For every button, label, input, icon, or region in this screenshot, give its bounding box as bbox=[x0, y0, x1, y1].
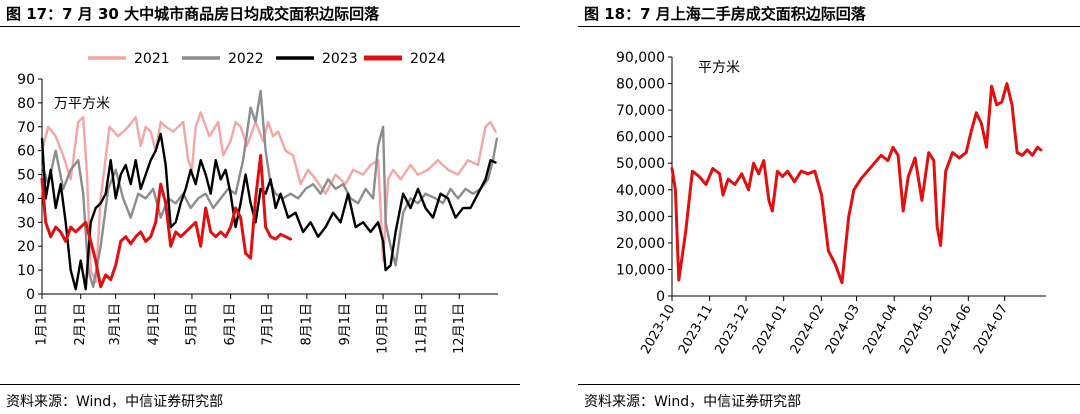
left-chart-panel: 图 17：7 月 30 大中城市商品房日均成交面积边际回落 万平方米 0 10 20… bbox=[0, 0, 520, 414]
right-y-tick-label: 0 bbox=[656, 289, 665, 305]
legend-label-2024: 2024 bbox=[410, 51, 446, 67]
left-y-tick-label: 40 bbox=[17, 191, 35, 207]
left-x-tick-label: 6月1日 bbox=[223, 303, 238, 346]
series-line-2023 bbox=[40, 132, 497, 291]
right-source-rule bbox=[578, 384, 1080, 385]
left-x-tick-label: 5月1日 bbox=[184, 303, 199, 346]
right-x-tick-label: 2024-06 bbox=[935, 302, 975, 357]
right-x-tick-label: 2024-04 bbox=[861, 302, 901, 357]
left-y-tick-label: 50 bbox=[17, 168, 35, 184]
left-x-tick-label: 1月1日 bbox=[35, 303, 50, 346]
series-line-2021 bbox=[40, 111, 497, 284]
legend-label-2023: 2023 bbox=[322, 51, 358, 67]
left-y-tick-label: 30 bbox=[17, 215, 35, 231]
right-line-chart: 平方米 0 10,000 20,000 30,000 40,000 50,000 60,00… bbox=[616, 50, 1046, 357]
right-x-tick-label: 2023-11 bbox=[676, 302, 716, 357]
left-title-rule bbox=[0, 26, 520, 27]
left-y-tick-label: 80 bbox=[17, 96, 35, 112]
right-y-tick-label: 90,000 bbox=[616, 50, 665, 66]
left-source-rule bbox=[0, 384, 520, 385]
left-line-chart: 万平方米 0 10 20 30 40 50 60 70 80 90 1月1日 2月1日 3月1日 4月1日… bbox=[17, 51, 498, 354]
left-x-tick-label: 8月1日 bbox=[299, 303, 314, 346]
left-source: 资料来源：Wind，中信证券研究部 bbox=[6, 394, 224, 410]
right-x-tick-label: 2024-01 bbox=[750, 302, 790, 357]
legend-label-2021: 2021 bbox=[134, 51, 170, 67]
series-line-2024 bbox=[40, 153, 293, 289]
left-x-tick-label: 2月1日 bbox=[73, 303, 88, 346]
right-y-tick-label: 70,000 bbox=[616, 103, 665, 119]
series-line-2022 bbox=[40, 89, 498, 288]
right-x-tick-label: 2024-05 bbox=[897, 302, 937, 357]
right-x-tick-label: 2024-07 bbox=[971, 302, 1011, 357]
right-x-tick-label: 2023-10 bbox=[638, 302, 678, 357]
left-y-tick-label: 90 bbox=[17, 72, 35, 88]
left-x-tick-label: 12月1日 bbox=[452, 303, 467, 354]
left-y-tick-label: 10 bbox=[17, 263, 35, 279]
left-x-tick-label: 10月1日 bbox=[376, 303, 391, 354]
right-y-tick-label: 80,000 bbox=[616, 77, 665, 93]
right-source: 资料来源：Wind，中信证券研究部 bbox=[584, 394, 802, 410]
left-y-tick-label: 0 bbox=[26, 287, 35, 303]
right-y-tick-label: 30,000 bbox=[616, 209, 665, 225]
right-y-tick-label: 60,000 bbox=[616, 130, 665, 146]
right-chart-title: 图 18：7 月上海二手房成交面积边际回落 bbox=[584, 5, 866, 23]
right-y-tick-label: 50,000 bbox=[616, 156, 665, 172]
right-title-rule bbox=[578, 26, 1080, 27]
series-line-shanghai bbox=[670, 82, 1043, 285]
right-x-tick-label: 2024-03 bbox=[823, 302, 863, 357]
right-x-tick-label: 2024-02 bbox=[788, 302, 828, 357]
left-y-tick-label: 20 bbox=[17, 239, 35, 255]
left-x-tick-label: 4月1日 bbox=[147, 303, 162, 346]
left-x-tick-label: 11月1日 bbox=[414, 303, 429, 354]
left-x-tick-label: 7月1日 bbox=[261, 303, 276, 346]
legend-label-2022: 2022 bbox=[228, 51, 264, 67]
right-unit-label: 平方米 bbox=[698, 60, 740, 76]
right-y-tick-label: 40,000 bbox=[616, 183, 665, 199]
left-chart-title: 图 17：7 月 30 大中城市商品房日均成交面积边际回落 bbox=[6, 5, 380, 23]
right-chart-panel: 图 18：7 月上海二手房成交面积边际回落 平方米 0 10,000 20,000 3… bbox=[578, 0, 1080, 414]
left-x-tick-label: 3月1日 bbox=[108, 303, 123, 346]
left-unit-label: 万平方米 bbox=[54, 96, 110, 112]
right-y-tick-label: 10,000 bbox=[616, 262, 665, 278]
right-y-tick-label: 20,000 bbox=[616, 236, 665, 252]
left-x-tick-label: 9月1日 bbox=[338, 303, 353, 346]
left-y-tick-label: 70 bbox=[17, 120, 35, 136]
right-x-tick-label: 2023-12 bbox=[712, 302, 752, 357]
left-y-tick-label: 60 bbox=[17, 144, 35, 160]
